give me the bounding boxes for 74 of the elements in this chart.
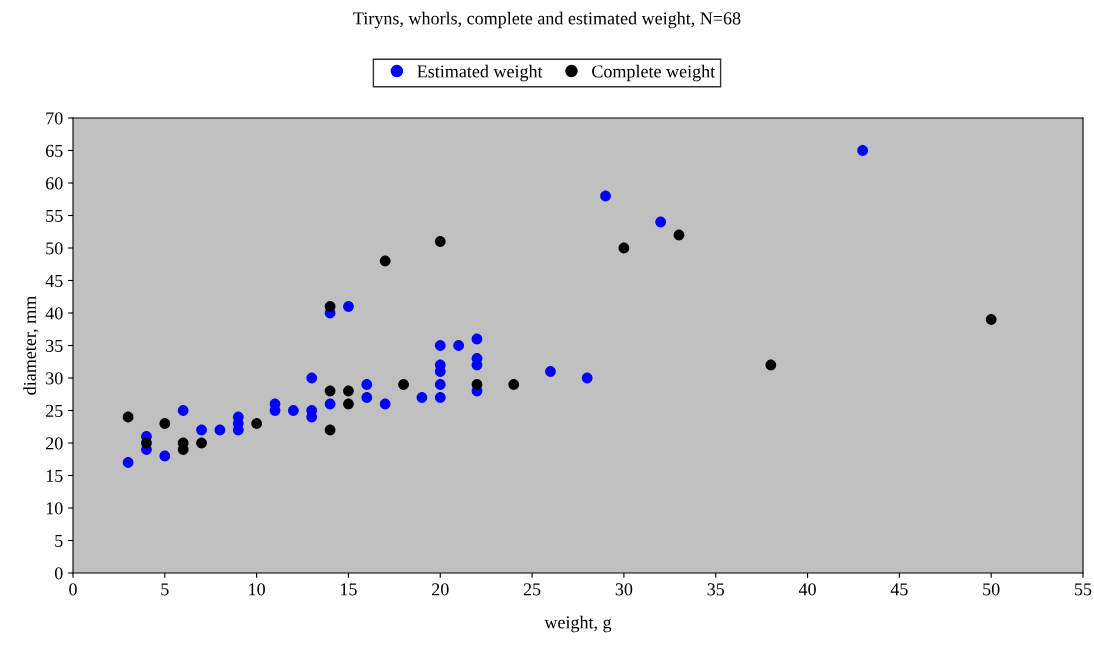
point [361, 379, 373, 390]
point [324, 301, 336, 312]
y-tick-label: 60 [46, 177, 63, 190]
y-tick-label: 15 [46, 469, 63, 482]
point [159, 418, 171, 429]
point [618, 242, 630, 254]
point [379, 398, 391, 410]
point [214, 424, 226, 436]
point [196, 424, 207, 436]
x-tick-label: 45 [890, 583, 908, 596]
point [471, 379, 483, 390]
y-tick-label: 45 [45, 274, 63, 287]
point [453, 340, 465, 351]
point [434, 340, 446, 351]
point [324, 398, 336, 410]
y-tick-label: 25 [46, 404, 63, 417]
legend-label: Estimated weight [417, 64, 543, 82]
point [177, 405, 189, 416]
x-tick-label: 20 [432, 583, 449, 596]
y-tick-label: 40 [45, 307, 63, 320]
x-axis-title: weight, g [544, 615, 612, 633]
x-tick-label: 30 [615, 583, 633, 596]
y-tick-label: 50 [46, 242, 63, 255]
point [857, 145, 869, 156]
y-tick-label: 65 [46, 144, 63, 157]
point [655, 216, 667, 228]
point [581, 372, 593, 384]
point [361, 392, 373, 403]
x-tick-label: 50 [983, 583, 1000, 596]
point [122, 411, 134, 423]
point [306, 372, 318, 384]
y-tick-label: 70 [46, 112, 63, 125]
x-tick-label: 15 [341, 583, 357, 596]
point [434, 236, 446, 247]
point [508, 379, 520, 390]
point [765, 359, 777, 371]
point [398, 379, 409, 390]
point [251, 418, 263, 429]
chart-title: Tiryns, whorls, complete and estimated weight, N=68 [353, 11, 741, 29]
point [600, 190, 611, 202]
x-tick-label: 55 [1075, 583, 1092, 596]
x-tick-label: 40 [798, 583, 816, 596]
point [434, 379, 446, 390]
point [343, 385, 354, 397]
point [379, 255, 391, 267]
point [471, 333, 483, 345]
legend-label: Complete weight [592, 64, 716, 82]
x-tick-label: 25 [523, 583, 541, 596]
y-axis-title: diameter, mm [23, 296, 39, 395]
point [434, 392, 446, 403]
x-tick-label: 5 [161, 583, 169, 596]
point [343, 398, 354, 410]
y-tick-label: 30 [46, 372, 63, 385]
point [985, 314, 997, 325]
point [545, 366, 556, 377]
point [287, 405, 299, 416]
x-tick-label: 0 [69, 583, 77, 596]
point [159, 450, 171, 462]
y-tick-label: 20 [46, 437, 63, 450]
y-tick-label: 55 [46, 209, 63, 222]
x-tick-label: 10 [249, 583, 265, 596]
y-tick-label: 5 [55, 534, 63, 547]
point [324, 424, 336, 436]
point [196, 437, 207, 449]
point [324, 385, 336, 397]
point [673, 229, 685, 241]
x-tick-label: 35 [707, 583, 725, 596]
point [343, 301, 354, 312]
point [122, 457, 134, 468]
y-tick-label: 35 [46, 339, 63, 352]
point [416, 392, 428, 403]
y-tick-label: 0 [54, 567, 63, 580]
point [141, 437, 152, 449]
y-tick-label: 10 [46, 502, 63, 515]
